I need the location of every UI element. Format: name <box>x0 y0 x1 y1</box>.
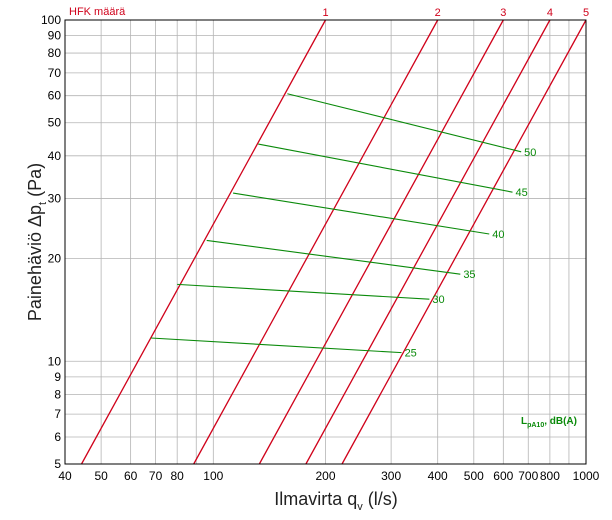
y-tick-label: 7 <box>54 407 61 421</box>
x-tick-label: 600 <box>493 469 513 483</box>
y-tick-label: 8 <box>54 387 61 401</box>
chart-title: HFK määrä <box>69 6 126 18</box>
noise-line-label: 50 <box>524 147 536 159</box>
x-tick-label: 60 <box>124 469 138 483</box>
noise-line-label: 35 <box>463 269 475 281</box>
x-tick-label: 300 <box>381 469 401 483</box>
hfk-line-3 <box>258 19 504 465</box>
x-tick-label: 500 <box>464 469 484 483</box>
hfk-line-4 <box>305 19 551 465</box>
y-tick-label: 60 <box>48 89 62 103</box>
grid <box>64 19 587 465</box>
noise-unit-rest: , dB(A) <box>544 416 577 427</box>
hfk-line-label: 2 <box>435 7 441 19</box>
plot-frame <box>64 19 587 465</box>
x-tick-label: 1000 <box>573 469 600 483</box>
x-axis-title-main: Ilmavirta q <box>274 489 357 509</box>
x-tick-label: 80 <box>171 469 185 483</box>
noise-unit-label: LpA10, dB(A) <box>521 416 577 429</box>
y-tick-label: 40 <box>48 149 62 163</box>
x-axis-title-unit: (l/s) <box>363 489 398 509</box>
hfk-line-label: 5 <box>583 7 589 19</box>
x-tick-label: 800 <box>540 469 560 483</box>
x-tick-label: 100 <box>203 469 223 483</box>
y-tick-label: 100 <box>41 13 61 27</box>
hfk-line-label: 3 <box>500 7 506 19</box>
y-tick-label: 70 <box>48 66 62 80</box>
y-axis-title-sub: t <box>37 202 49 205</box>
y-tick-label: 5 <box>54 457 61 471</box>
y-tick-label: 9 <box>54 370 61 384</box>
noise-line-40 <box>233 192 490 235</box>
noise-lines: 25 30 35 40 45 50 <box>150 93 536 360</box>
noise-line-30 <box>177 283 430 300</box>
hfk-line-label: 1 <box>322 7 328 19</box>
y-tick-label: 30 <box>48 191 62 205</box>
x-tick-label: 50 <box>94 469 108 483</box>
noise-line-label: 45 <box>515 187 527 199</box>
y-tick-label: 10 <box>48 354 62 368</box>
noise-line-50 <box>287 93 522 153</box>
x-tick-label: 700 <box>518 469 538 483</box>
x-tick-label: 70 <box>149 469 163 483</box>
noise-line-25 <box>150 337 402 354</box>
noise-line-label: 30 <box>432 294 444 306</box>
y-tick-labels: 5 6 7 8 9 10 20 30 40 50 60 70 80 90 100 <box>41 13 61 471</box>
noise-line-label: 25 <box>405 348 417 360</box>
noise-line-35 <box>206 239 461 275</box>
x-axis-title: Ilmavirta qv (l/s) <box>274 489 398 513</box>
x-tick-label: 40 <box>58 469 72 483</box>
y-axis-title-unit: (Pa) <box>25 163 45 202</box>
y-axis-title-main: Painehäviö Δp <box>25 205 45 321</box>
hfk-line-1 <box>80 19 327 465</box>
hfk-line-2 <box>193 19 439 465</box>
hfk-line-5 <box>341 19 587 465</box>
x-axis-title-sub: v <box>357 501 363 513</box>
noise-unit-sub: pA10 <box>527 422 544 429</box>
y-tick-label: 90 <box>48 29 62 43</box>
noise-line-45 <box>258 143 513 193</box>
x-tick-label: 400 <box>428 469 448 483</box>
y-tick-label: 50 <box>48 116 62 130</box>
y-tick-label: 6 <box>54 430 61 444</box>
hfk-line-label: 4 <box>547 7 553 19</box>
y-tick-label: 80 <box>48 46 62 60</box>
x-tick-label: 200 <box>315 469 335 483</box>
noise-line-label: 40 <box>492 229 504 241</box>
y-tick-label: 20 <box>48 252 62 266</box>
x-tick-labels: 40 50 60 70 80 100 200 300 400 500 600 700 800 1000 <box>58 469 599 483</box>
y-axis-title: Painehäviö Δpt (Pa) <box>25 163 49 321</box>
noise-unit-main: L <box>521 416 527 427</box>
